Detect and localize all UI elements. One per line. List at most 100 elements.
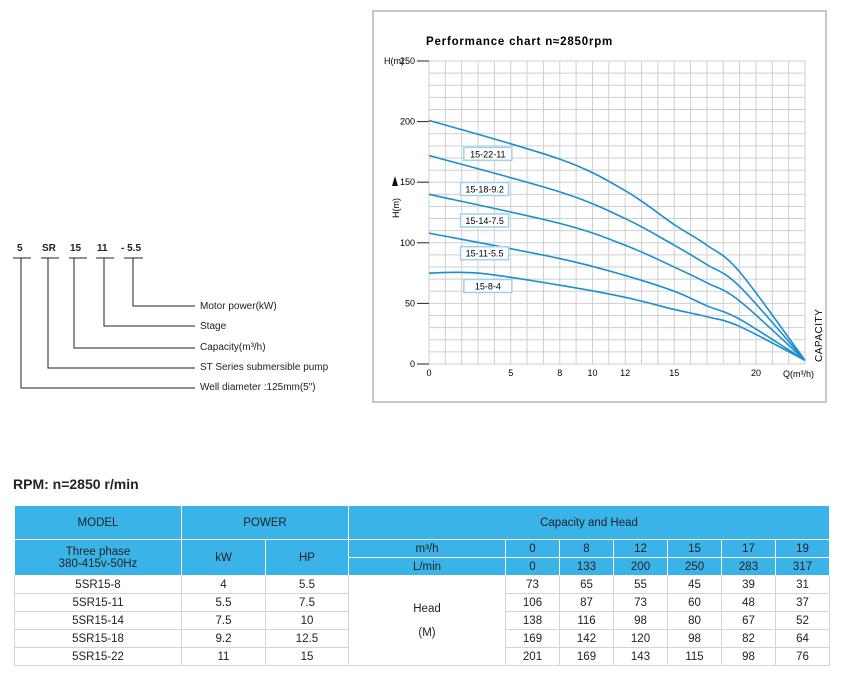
head-cell: 31 (775, 575, 830, 594)
m3h-label: m³/h (348, 539, 506, 558)
hp-cell: 15 (265, 647, 349, 666)
performance-chart: Performance chart n≈2850rpm 050100150200… (384, 36, 825, 379)
head-cell: 60 (667, 593, 722, 612)
desc-well: Well diameter :125mm(5") (200, 382, 316, 393)
code-power: - 5.5 (121, 243, 142, 254)
hp-cell: 12.5 (265, 629, 349, 648)
head-cell: 65 (559, 575, 614, 594)
head-cell: 37 (775, 593, 830, 612)
chart-title: Performance chart n≈2850rpm (426, 36, 613, 48)
y-tick-label: 0 (410, 359, 415, 369)
table-row: 5SR15-14 7.5 10 138 116 98 80 67 52 (14, 611, 830, 630)
m3h-value: 8 (559, 539, 614, 558)
desc-stage: Stage (200, 321, 227, 332)
power-header: POWER (181, 505, 349, 540)
kw-cell: 9.2 (181, 629, 266, 648)
series-label-box (463, 146, 513, 162)
chart-frame (372, 10, 827, 403)
head-cell: 45 (667, 575, 722, 594)
head-cell: 138 (505, 611, 560, 630)
performance-table: MODEL POWER Capacity and Head Three phas… (14, 505, 830, 666)
phase-header: Three phase 380-415v-50Hz (14, 539, 182, 576)
head-cell: 169 (559, 647, 614, 666)
model-cell: 5SR15-22 (14, 647, 182, 666)
y-tick-label: 50 (405, 298, 415, 308)
curve-15-14-7.5 (428, 193, 806, 361)
head-cell: 201 (505, 647, 560, 666)
series-label: 15-18-9.2 (465, 184, 504, 194)
model-cell: 5SR15-14 (14, 611, 182, 630)
lmin-value: 200 (613, 557, 668, 576)
head-cell: 39 (721, 575, 776, 594)
y-tick-label: 250 (400, 56, 415, 66)
head-cell: 98 (667, 629, 722, 648)
kw-cell: 5.5 (181, 593, 266, 612)
lmin-value: 317 (775, 557, 830, 576)
code-capacity: 15 (70, 243, 82, 254)
series-label-box (463, 278, 513, 294)
code-well: 5 (17, 243, 23, 254)
x-tick-label: 20 (751, 368, 761, 378)
head-cell: 142 (559, 629, 614, 648)
x-tick-label: 10 (587, 368, 597, 378)
hp-cell: 10 (265, 611, 349, 630)
head-cell: 80 (667, 611, 722, 630)
m3h-value: 12 (613, 539, 668, 558)
lmin-value: 133 (559, 557, 614, 576)
lmin-value: 283 (721, 557, 776, 576)
kw-cell: 4 (181, 575, 266, 594)
series-label: 15-11-5.5 (466, 249, 504, 259)
desc-motor-power: Motor power(kW) (200, 301, 277, 312)
series-label-box (459, 181, 510, 197)
head-cell: 76 (775, 647, 830, 666)
y-tick-label: 150 (400, 177, 415, 187)
head-cell: 55 (613, 575, 668, 594)
head-cell: 98 (613, 611, 668, 630)
head-cell: 82 (721, 629, 776, 648)
curve-15-22-11 (428, 119, 806, 361)
hp-cell: 5.5 (265, 575, 349, 594)
curve-15-18-9.2 (428, 154, 806, 361)
series-label: 15-8-4 (475, 281, 501, 291)
x-tick-label: 15 (669, 368, 679, 378)
m3h-value: 17 (721, 539, 776, 558)
y-axis-label: H(m) (391, 198, 401, 218)
head-cell: 143 (613, 647, 668, 666)
table-row: 5SR15-11 5.5 7.5 106 87 73 60 48 37 (14, 593, 830, 612)
capacity-header: Capacity and Head (348, 505, 830, 540)
x-tick-label: 0 (426, 368, 431, 378)
m3h-value: 19 (775, 539, 830, 558)
y-axis-top-label: H(m) (384, 56, 404, 66)
designation-lines (13, 257, 195, 389)
model-cell: 5SR15-11 (14, 593, 182, 612)
head-cell: 52 (775, 611, 830, 630)
y-tick-label: 100 (400, 238, 415, 248)
m3h-value: 0 (505, 539, 560, 558)
head-cell: 73 (505, 575, 560, 594)
head-cell: 73 (613, 593, 668, 612)
head-cell: 106 (505, 593, 560, 612)
model-cell: 5SR15-18 (14, 629, 182, 648)
curve-15-11-5.5 (428, 232, 806, 362)
lmin-value: 250 (667, 557, 722, 576)
x-axis-label: Q(m³/h) (783, 369, 814, 379)
curve-15-8-4 (428, 271, 806, 362)
code-stage: 11 (97, 243, 108, 254)
head-cell: 48 (721, 593, 776, 612)
lmin-label: L/min (348, 557, 506, 576)
hp-header: HP (265, 539, 349, 576)
lmin-value: 0 (505, 557, 560, 576)
kw-header: kW (181, 539, 266, 576)
head-cell: 98 (721, 647, 776, 666)
x-tick-label: 8 (557, 368, 562, 378)
rpm-label: RPM: n=2850 r/min (13, 476, 139, 492)
table-row: 5SR15-22 11 15 201 169 143 115 98 76 (14, 647, 830, 666)
table-row: 5SR15-8 4 5.5 Head (M) 73 65 55 45 39 31 (14, 575, 830, 666)
hp-cell: 7.5 (265, 593, 349, 612)
x-tick-label: 5 (508, 368, 513, 378)
desc-capacity: Capacity(m³/h) (200, 342, 266, 353)
series-label: 15-14-7.5 (465, 216, 504, 226)
model-header: MODEL (14, 505, 182, 540)
head-cell: 87 (559, 593, 614, 612)
model-cell: 5SR15-8 (14, 575, 182, 594)
